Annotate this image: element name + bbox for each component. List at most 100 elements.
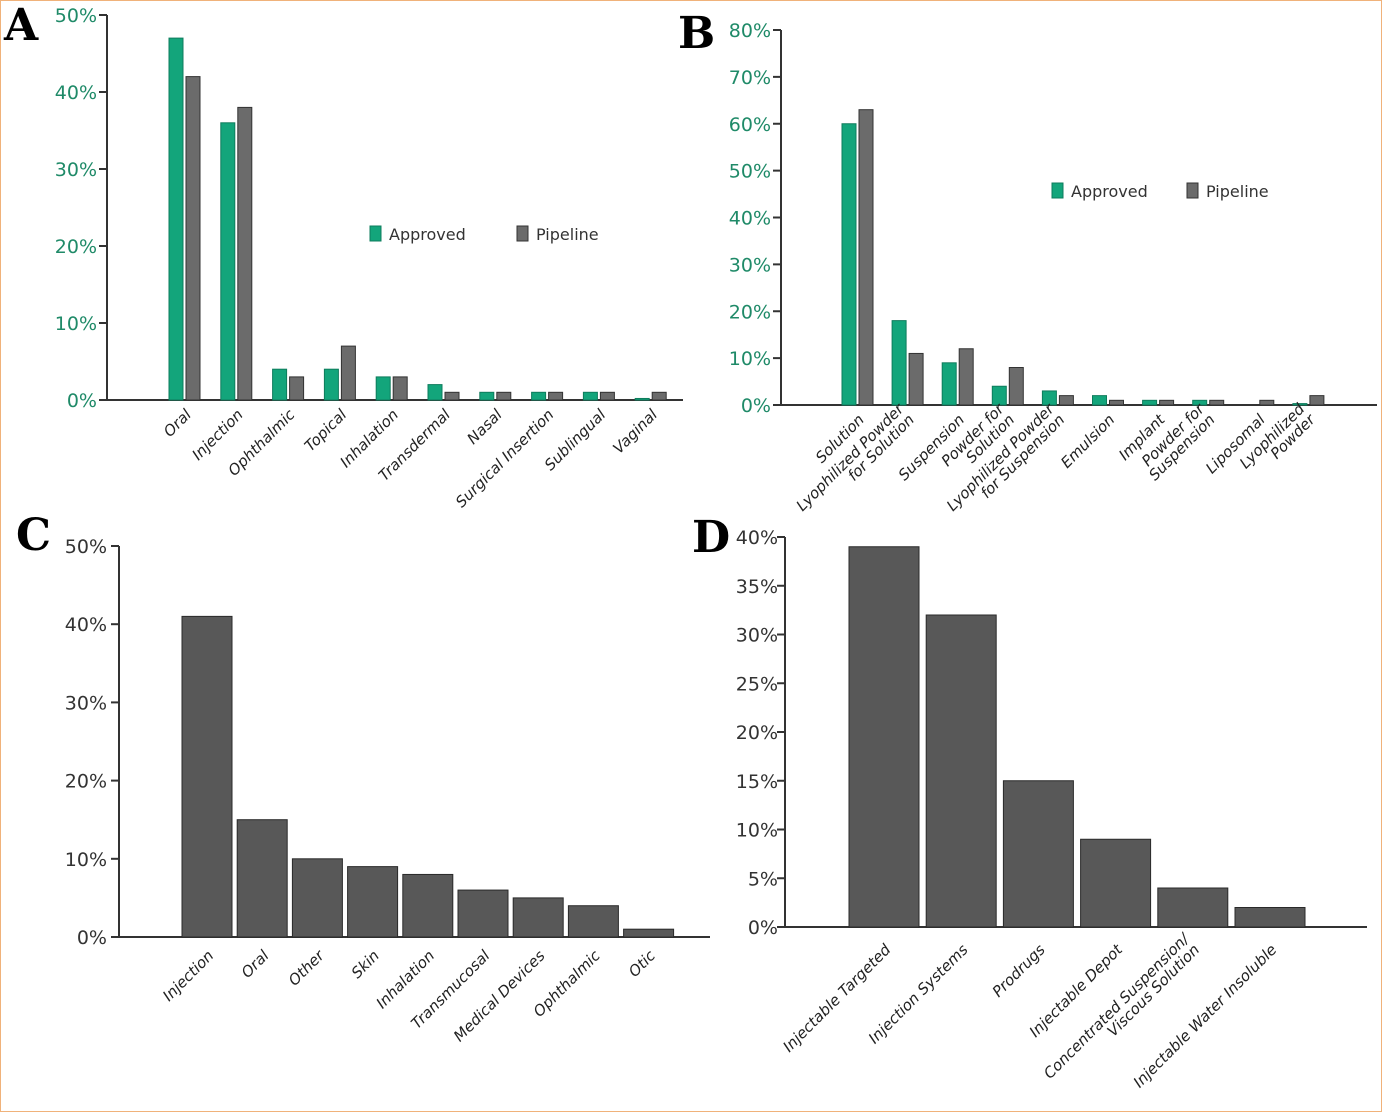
panel-c-bar [347,866,399,938]
panel-a-legend-swatch-approved [369,225,382,242]
panel-a-bar-pipeline [185,76,201,401]
panel-a-category-label: Topical [301,405,351,455]
panel-c-bar [236,819,288,938]
panel-b-bar-pipeline [1309,395,1325,406]
panel-d-tick-label: 20% [736,722,778,744]
panel-b-bar-pipeline [1209,399,1225,406]
panel-b-bar-pipeline [1008,367,1024,406]
panel-d-tick-label: 30% [736,625,778,647]
panel-c-category-label: Skin [348,947,383,982]
panel-b-tick-label: 30% [729,254,771,276]
panel-a-bar-pipeline [444,391,460,401]
panel-c-tick-label: 20% [65,771,107,793]
panel-a-category-label: Nasal [464,405,507,448]
panel-b-tick-label: 50% [729,161,771,183]
panel-d-bar [925,614,997,928]
panel-a-bar-approved [582,391,598,401]
panel-d-letter: D [692,512,730,563]
panel-a-bar-approved [479,391,495,401]
panel-d-bar [1002,780,1074,928]
panel-a-bar-pipeline [237,106,253,401]
panel-b-tick-label: 40% [729,208,771,230]
panel-a-category-label: Surgical Insertion [452,406,557,511]
panel-a-legend-label-approved: Approved [389,225,466,244]
panel-c-category-label: Otic [625,946,660,981]
panel-a-bar-pipeline [289,376,305,401]
panel-c-bar [623,928,675,938]
panel-b-legend-swatch-pipeline [1186,182,1199,199]
panel-b-bar-approved [891,320,907,406]
panel-c-tick-label: 0% [77,927,107,949]
panel-b-bar-pipeline [908,352,924,406]
panel-a-bar-pipeline [599,391,615,401]
panel-c-tick-label: 50% [65,536,107,558]
panel-b-bar-approved [1292,403,1308,406]
panel-d-tick-label: 15% [736,771,778,793]
panel-a-category-label: Vaginal [609,405,661,457]
panel-d-bar [1157,887,1229,928]
panel-a-tick-label: 0% [67,390,97,412]
panel-b-bar-pipeline [958,348,974,406]
panel-b-tick-label: 70% [729,67,771,89]
panel-b-legend-label-approved: Approved [1071,182,1148,201]
panel-b-bar-pipeline [1159,399,1175,406]
panel-c-bar [181,615,233,938]
panel-a-legend-label-pipeline: Pipeline [536,225,599,244]
panel-a-bar-approved [220,122,236,401]
panel-d-tick-label: 25% [736,673,778,695]
panel-b-bar-pipeline [1109,399,1124,406]
panel-b-tick-label: 80% [729,20,771,42]
panel-c-letter: C [16,510,51,561]
panel-b-letter: B [678,8,715,59]
panel-a-bar-approved [427,384,443,401]
panel-b-bar-approved [991,385,1007,406]
panel-b-tick-label: 20% [729,301,771,323]
panel-a-bar-approved [531,391,547,401]
panel-c-bar [291,858,343,938]
panel-c-tick-label: 40% [65,614,107,636]
panel-d-category-label: Prodrugs [989,941,1049,1001]
panel-c-category-label: Other [285,946,328,989]
panel-a-bar-pipeline [340,345,356,401]
panel-a-bar-pipeline [392,376,408,401]
panel-b-bar-pipeline [1259,399,1275,406]
panel-c-bar [512,897,564,938]
panel-c-tick-label: 30% [65,692,107,714]
panel-d-tick-label: 5% [748,868,778,890]
panel-b-tick-label: 10% [729,348,771,370]
panel-b-bar-approved [1041,390,1057,406]
panel-a-bar-approved [634,397,650,401]
panel-b-bar-approved [1142,399,1158,406]
panel-b-legend-label-pipeline: Pipeline [1206,182,1269,201]
panel-c-tick-label: 10% [65,849,107,871]
panel-d-tick-label: 35% [736,576,778,598]
panel-a-category-label: Oral [160,405,195,440]
panel-b-bar-approved [1092,395,1107,406]
panel-c-category-label: Oral [238,946,273,981]
panel-b-bar-pipeline [858,109,874,406]
panel-c-bar [567,905,619,938]
panel-a-tick-label: 40% [55,82,97,104]
panel-d-bar [848,546,920,928]
panel-b-legend-swatch-approved [1051,182,1064,199]
panel-a-tick-label: 20% [55,236,97,258]
panel-c-bar [457,889,509,938]
panel-a-bar-approved [168,37,184,401]
panel-a-bar-approved [375,376,391,401]
panel-d-tick-label: 10% [736,820,778,842]
panel-b-tick-label: 0% [741,395,771,417]
panel-a-letter: A [3,0,39,51]
panel-b-bar-approved [941,362,957,406]
panel-d-bar [1234,907,1306,928]
panel-b-category-label: Emulsion [1057,411,1118,472]
panel-a-bar-pipeline [651,391,667,401]
panel-a-bar-pipeline [496,391,512,401]
panel-a-tick-label: 30% [55,159,97,181]
panel-d-tick-label: 0% [748,917,778,939]
panel-b-bar-approved [841,123,857,406]
panel-d-bar [1080,838,1152,928]
panel-a-legend-swatch-pipeline [516,225,529,242]
panel-a-tick-label: 10% [55,313,97,335]
panel-c-bar [402,873,454,938]
